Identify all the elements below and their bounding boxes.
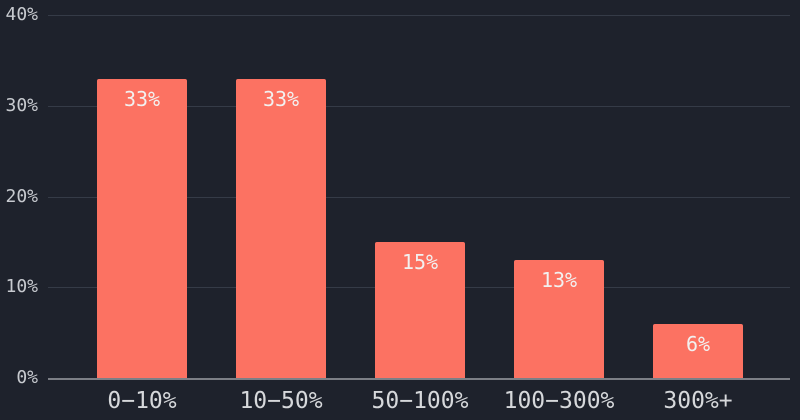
bar-value-label: 33% — [262, 87, 300, 111]
x-tick-label: 0−10% — [107, 388, 177, 414]
bar-value-label: 6% — [685, 332, 711, 356]
gridline — [48, 197, 790, 198]
bar: 33% — [236, 79, 326, 378]
gridline — [48, 106, 790, 107]
x-tick-label: 50−100% — [371, 388, 469, 414]
x-axis-line — [48, 378, 790, 380]
x-tick-label: 100−300% — [503, 388, 615, 414]
bar: 13% — [514, 260, 604, 378]
x-tick-label: 300%+ — [663, 388, 733, 414]
bar: 15% — [375, 242, 465, 378]
bar-value-label: 13% — [540, 268, 578, 292]
gridline — [48, 15, 790, 16]
y-tick-label: 20% — [5, 186, 38, 207]
y-tick-label: 10% — [5, 276, 38, 297]
bar: 6% — [653, 324, 743, 378]
bar-value-label: 15% — [401, 250, 439, 274]
y-tick-label: 30% — [5, 95, 38, 116]
bar: 33% — [97, 79, 187, 378]
bar-value-label: 33% — [123, 87, 161, 111]
y-tick-label: 40% — [5, 4, 38, 25]
x-tick-label: 10−50% — [239, 388, 323, 414]
y-tick-label: 0% — [16, 367, 38, 388]
